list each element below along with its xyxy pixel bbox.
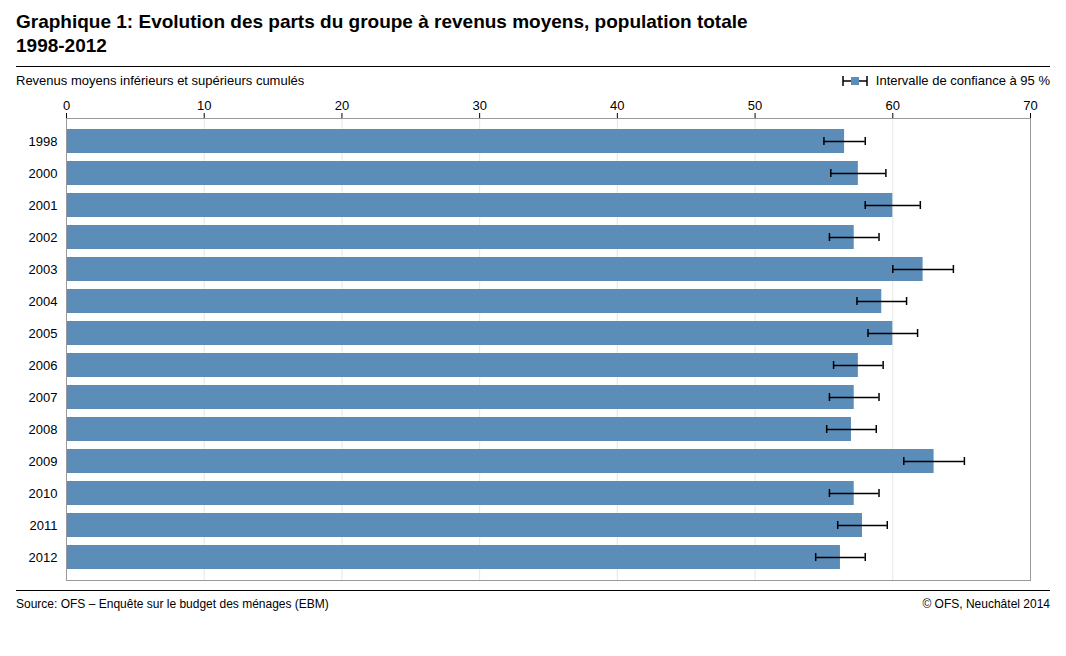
svg-text:60: 60	[886, 98, 900, 113]
svg-text:2003: 2003	[29, 262, 58, 277]
svg-text:2009: 2009	[29, 454, 58, 469]
svg-text:2006: 2006	[29, 358, 58, 373]
svg-text:2011: 2011	[30, 518, 58, 533]
svg-text:0: 0	[63, 98, 70, 113]
svg-text:2001: 2001	[29, 198, 58, 213]
html-text:Graphique 1: Evolution des par: Graphique 1: Evolution des parts du grou…	[16, 11, 748, 32]
html-text:1998-2012: 1998-2012	[16, 35, 107, 56]
svg-text:30: 30	[472, 98, 486, 113]
html-text:Revenus moyens inférieurs et s: Revenus moyens inférieurs et supérieurs …	[16, 73, 305, 88]
svg-text:2005: 2005	[29, 326, 58, 341]
html-text:© OFS, Neuchâtel 2014: © OFS, Neuchâtel 2014	[922, 597, 1050, 611]
svg-text:1998: 1998	[29, 134, 58, 149]
svg-text:2004: 2004	[29, 294, 58, 309]
svg-text:20: 20	[335, 98, 349, 113]
svg-text:2010: 2010	[29, 486, 58, 501]
html-text:Intervalle de confiance à 95 %: Intervalle de confiance à 95 %	[875, 73, 1050, 88]
svg-text:2000: 2000	[29, 166, 58, 181]
svg-text:2008: 2008	[29, 422, 58, 437]
svg-text:2002: 2002	[29, 230, 58, 245]
html-text:Source: OFS – Enquête sur le b: Source: OFS – Enquête sur le budget des …	[16, 597, 329, 611]
svg-text:40: 40	[610, 98, 624, 113]
svg-text:70: 70	[1023, 98, 1037, 113]
svg-text:10: 10	[197, 98, 211, 113]
svg-text:50: 50	[748, 98, 762, 113]
svg-text:2007: 2007	[29, 390, 58, 405]
svg-text:2012: 2012	[29, 550, 58, 565]
